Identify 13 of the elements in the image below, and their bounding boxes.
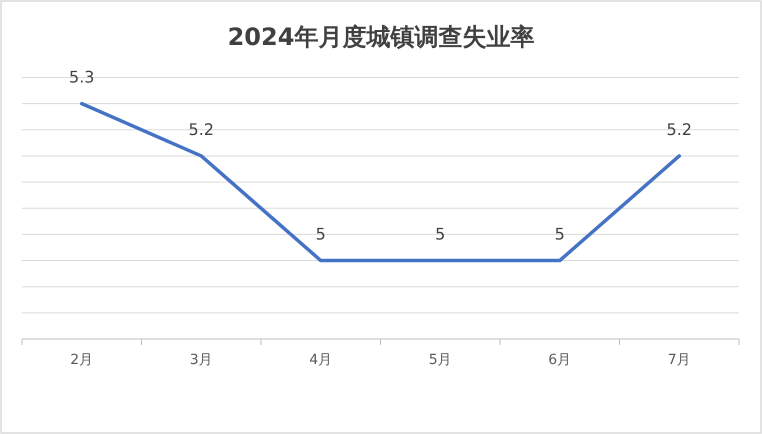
data-label: 5 [554, 224, 565, 244]
x-tick-label: 4月 [309, 352, 332, 368]
x-tick-label: 6月 [548, 352, 572, 368]
x-tick-label: 2月 [70, 352, 94, 368]
x-tick-label: 3月 [190, 352, 213, 368]
x-tick-label: 5月 [428, 352, 452, 368]
data-label: 5.2 [188, 120, 214, 139]
data-label: 5 [435, 224, 446, 244]
data-label: 5.3 [69, 68, 94, 87]
x-tick-label: 7月 [668, 352, 691, 368]
chart-title: 2024年月度城镇调查失业率 [228, 23, 534, 51]
data-label: 5.2 [666, 120, 692, 139]
data-label: 5 [316, 224, 326, 244]
